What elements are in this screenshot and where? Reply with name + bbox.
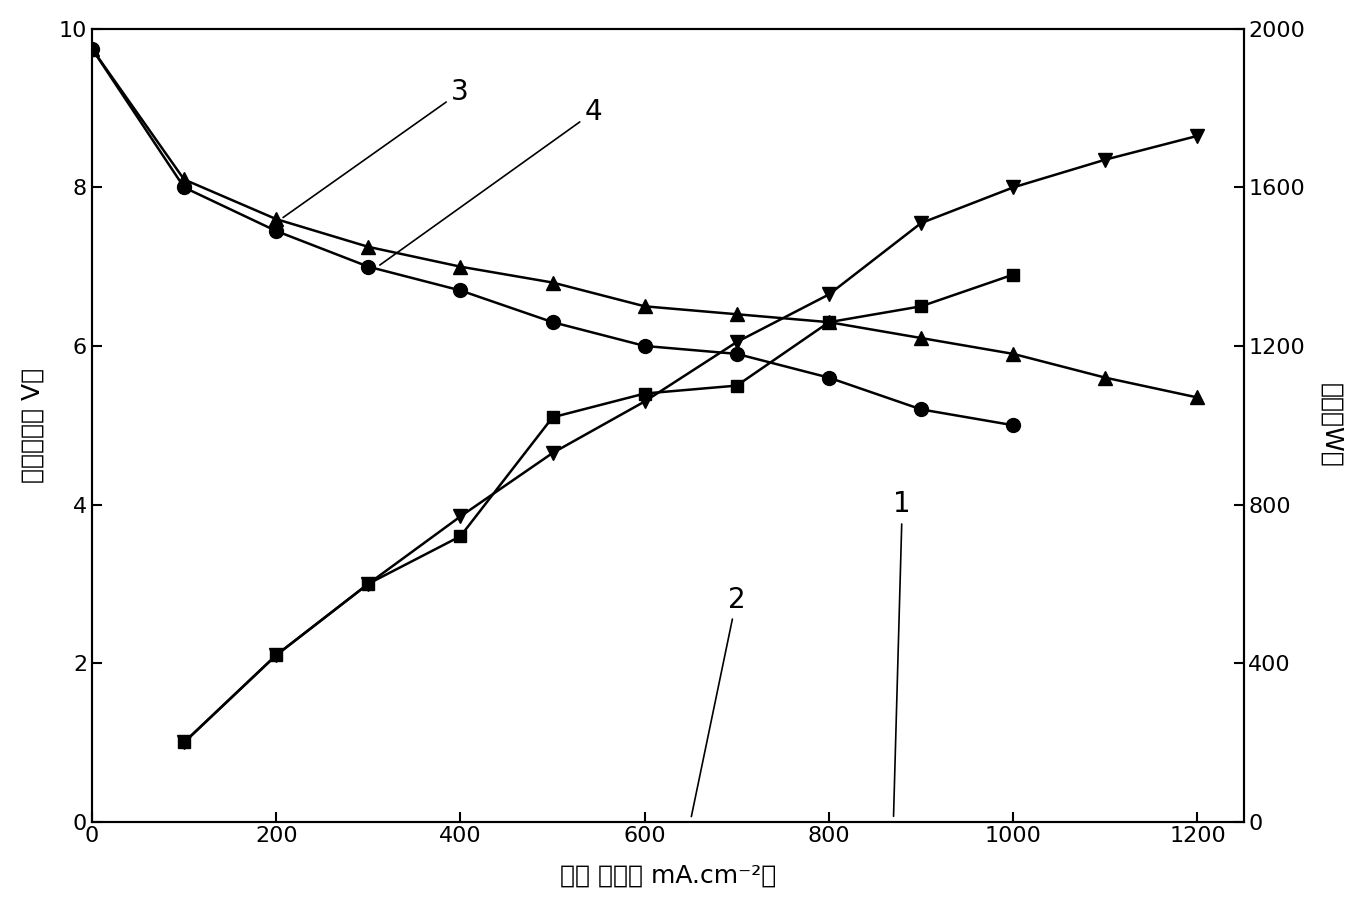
Y-axis label: 功率（W）: 功率（W） (1319, 383, 1344, 468)
Text: 4: 4 (379, 98, 603, 265)
X-axis label: 电流 密度（ mA.cm⁻²）: 电流 密度（ mA.cm⁻²） (559, 864, 776, 887)
Text: 3: 3 (284, 78, 469, 218)
Y-axis label: 电池电压（ V）: 电池电压（ V） (20, 368, 45, 483)
Text: 1: 1 (893, 490, 911, 816)
Text: 2: 2 (692, 586, 745, 816)
